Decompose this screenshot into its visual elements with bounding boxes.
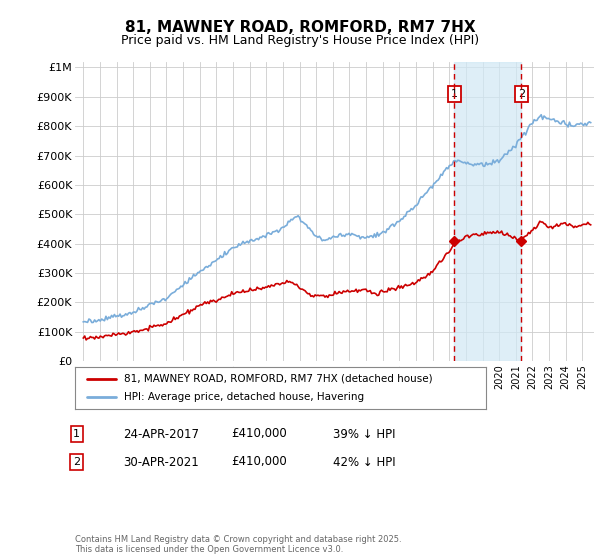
Text: Price paid vs. HM Land Registry's House Price Index (HPI): Price paid vs. HM Land Registry's House … [121,34,479,46]
Text: 1: 1 [451,89,458,99]
Text: 39% ↓ HPI: 39% ↓ HPI [333,427,395,441]
Text: 42% ↓ HPI: 42% ↓ HPI [333,455,395,469]
Bar [454,62,521,361]
Text: HPI: Average price, detached house, Havering: HPI: Average price, detached house, Have… [124,392,364,402]
Text: £410,000: £410,000 [231,427,287,441]
Text: 30-APR-2021: 30-APR-2021 [123,455,199,469]
Text: £410,000: £410,000 [231,455,287,469]
Text: 2: 2 [73,457,80,467]
Text: 1: 1 [73,429,80,439]
Text: 81, MAWNEY ROAD, ROMFORD, RM7 7HX: 81, MAWNEY ROAD, ROMFORD, RM7 7HX [125,20,475,35]
Text: 24-APR-2017: 24-APR-2017 [123,427,199,441]
Text: 81, MAWNEY ROAD, ROMFORD, RM7 7HX (detached house): 81, MAWNEY ROAD, ROMFORD, RM7 7HX (detac… [124,374,433,384]
Text: Contains HM Land Registry data © Crown copyright and database right 2025.
This d: Contains HM Land Registry data © Crown c… [75,535,401,554]
Text: 2: 2 [518,89,525,99]
